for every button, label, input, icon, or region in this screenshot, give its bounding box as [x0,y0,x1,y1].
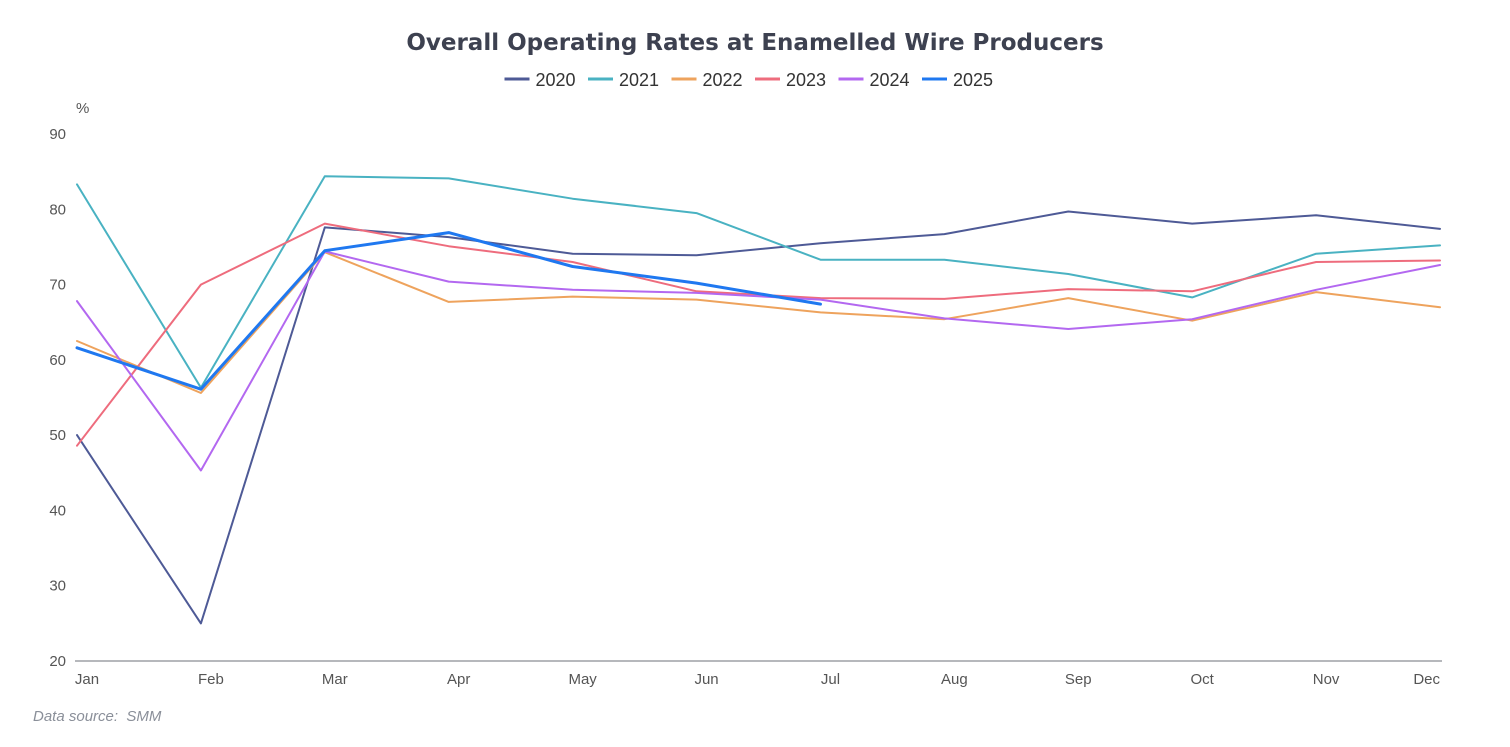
legend-item[interactable]: 2024 [838,70,910,90]
x-tick-label: Jun [694,671,718,688]
y-axis-unit-label: % [76,100,89,117]
x-tick-label: Apr [447,671,470,688]
legend-item[interactable]: 2021 [588,70,659,90]
series-line-2025[interactable] [75,231,822,391]
legend-label: 2022 [703,70,743,90]
legend-label: 2024 [870,70,910,90]
series-line-2022[interactable] [76,251,1441,394]
y-tick-label: 20 [49,653,66,670]
x-tick-label: Feb [198,671,224,688]
legend-label: 2021 [619,70,659,90]
x-tick-label: Oct [1191,671,1215,688]
legend-label: 2020 [536,70,576,90]
x-tick-label: Sep [1065,671,1092,688]
legend-label: 2025 [953,70,993,90]
y-tick-label: 30 [49,578,66,595]
legend: 2020 2021 2022 2023 2024 2025 [504,70,993,90]
x-tick-label: Nov [1313,671,1340,688]
y-tick-label: 40 [49,502,66,519]
series-line-2021[interactable] [76,175,1441,389]
legend-label: 2023 [786,70,826,90]
series-line-2020[interactable] [76,210,1441,625]
y-tick-label: 70 [49,277,66,294]
x-axis: Jan Feb Mar Apr May Jun Jul Aug Sep Oct Nov Dec [75,660,1442,688]
series-line-2024[interactable] [76,250,1441,472]
y-tick-label: 90 [49,126,66,143]
y-axis: 20 30 40 50 60 70 80 90 [49,126,66,670]
series-line-2023[interactable] [76,222,1441,447]
x-tick-label: Mar [322,671,348,688]
legend-item[interactable]: 2023 [755,70,826,90]
series-lines [75,175,1441,625]
x-tick-label: Dec [1413,671,1440,688]
x-tick-label: Jan [75,671,99,688]
y-tick-label: 80 [49,201,66,218]
x-tick-label: May [568,671,597,688]
x-tick-label: Aug [941,671,968,688]
legend-item[interactable]: 2020 [504,70,576,90]
y-tick-label: 60 [49,352,66,369]
legend-item[interactable]: 2022 [671,70,743,90]
x-tick-label: Jul [821,671,840,688]
y-tick-label: 50 [49,427,66,444]
legend-item[interactable]: 2025 [922,70,993,90]
data-source-note: Data source: SMM [33,708,162,725]
chart-title: Overall Operating Rates at Enamelled Wir… [406,30,1103,56]
